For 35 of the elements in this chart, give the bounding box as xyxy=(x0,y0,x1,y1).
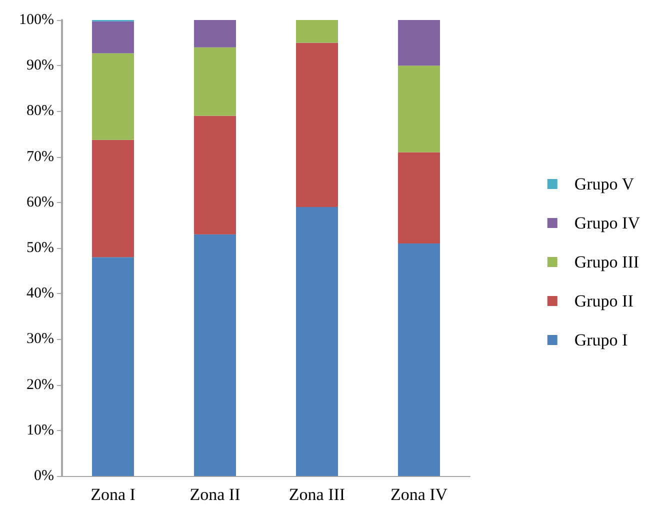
y-tick-label: 70% xyxy=(26,148,54,165)
bar xyxy=(398,66,440,152)
legend-label: Grupo V xyxy=(574,174,635,194)
bar xyxy=(194,234,236,476)
y-tick-label: 60% xyxy=(26,194,54,210)
y-tick-label: 50% xyxy=(26,240,54,256)
y-tick-label: 30% xyxy=(26,331,54,348)
x-tick-label: Zona IV xyxy=(390,485,448,504)
y-tick-label: 90% xyxy=(26,58,54,74)
y-tick-label: 10% xyxy=(26,422,54,438)
bar xyxy=(92,21,134,54)
x-tick-label: Zona II xyxy=(190,485,241,504)
bar xyxy=(92,257,134,476)
bar xyxy=(194,20,236,48)
legend-label: Grupo III xyxy=(574,252,640,272)
y-tick-label: 0% xyxy=(34,468,54,484)
y-tick-label: 80% xyxy=(26,103,54,120)
bar xyxy=(296,42,338,207)
bar xyxy=(92,53,134,140)
y-tick-label: 40% xyxy=(26,286,54,302)
legend-label: Grupo IV xyxy=(574,214,641,232)
bar xyxy=(398,243,440,476)
x-tick-label: Zona III xyxy=(288,485,346,504)
bar xyxy=(296,206,338,476)
bar xyxy=(194,47,236,116)
legend-label: Grupo II xyxy=(574,292,634,310)
bar xyxy=(92,140,134,258)
bar xyxy=(398,152,440,244)
bar xyxy=(296,20,338,43)
bar xyxy=(398,20,440,66)
bar xyxy=(194,116,236,234)
y-tick-label: 100% xyxy=(19,12,54,28)
y-tick-label: 20% xyxy=(26,376,54,393)
legend-label: Grupo I xyxy=(574,330,628,350)
x-tick-label: Zona I xyxy=(90,485,136,504)
